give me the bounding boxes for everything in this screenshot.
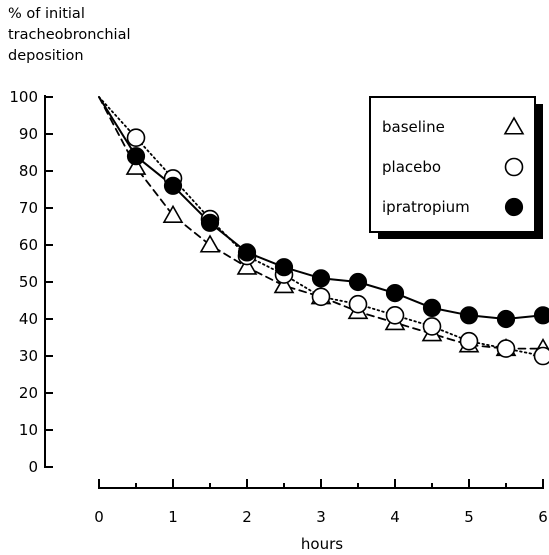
y-tick-label: 10 xyxy=(19,421,38,439)
data-point-ipratropium xyxy=(385,284,405,303)
y-tick-label: 20 xyxy=(19,384,38,402)
data-point-ipratropium xyxy=(200,213,220,232)
x-tick-label: 1 xyxy=(168,508,178,526)
legend: baseline placebo ipratropium xyxy=(369,96,543,239)
data-point-baseline xyxy=(162,204,184,223)
legend-marker-placebo xyxy=(504,157,524,177)
data-point-ipratropium xyxy=(496,309,516,329)
y-tick-label: 30 xyxy=(19,347,38,365)
data-point-ipratropium xyxy=(311,269,331,288)
x-tick-label: 0 xyxy=(94,508,104,526)
series-layer xyxy=(98,96,549,366)
data-point-ipratropium xyxy=(274,258,294,277)
y-tick-label: 90 xyxy=(19,125,38,143)
y-tick-label: 50 xyxy=(19,273,38,291)
y-tick-label: 80 xyxy=(19,162,38,180)
axes: 0 10 20 30 40 50 60 70 80 90 100 0 1 2 3 4 5 6 xyxy=(9,88,547,526)
data-point-baseline xyxy=(199,234,221,253)
data-point-baseline xyxy=(273,275,295,294)
data-point-baseline xyxy=(125,156,147,175)
y-tick-label: 70 xyxy=(19,199,38,217)
data-point-baseline xyxy=(236,256,258,275)
data-point-ipratropium xyxy=(533,306,549,325)
data-point-placebo xyxy=(126,128,146,147)
legend-label-placebo: placebo xyxy=(382,158,441,176)
legend-marker-baseline xyxy=(503,116,525,135)
data-point-ipratropium xyxy=(422,298,442,317)
data-point-placebo xyxy=(311,287,331,307)
data-point-ipratropium xyxy=(163,176,183,195)
data-point-placebo xyxy=(385,305,405,325)
data-point-placebo xyxy=(496,339,516,358)
y-tick-label: 40 xyxy=(19,310,38,328)
legend-label-baseline: baseline xyxy=(382,118,445,136)
x-tick-label: 2 xyxy=(242,508,252,526)
y-axis-label: % of initial tracheobronchial deposition xyxy=(8,6,131,64)
data-point-ipratropium xyxy=(126,147,146,166)
x-tick-label: 6 xyxy=(538,508,548,526)
x-tick-label: 3 xyxy=(316,508,326,526)
legend-marker-ipratropium xyxy=(504,197,524,217)
data-point-ipratropium xyxy=(237,243,257,262)
data-point-placebo xyxy=(459,331,479,351)
y-tick-label: 100 xyxy=(9,88,38,106)
y-tick-label: 0 xyxy=(28,458,38,476)
x-tick-label: 4 xyxy=(390,508,400,526)
legend-label-ipratropium: ipratropium xyxy=(382,198,470,216)
x-axis-label: hours xyxy=(301,535,343,553)
data-point-placebo xyxy=(533,346,549,366)
y-tick-label: 60 xyxy=(19,236,38,254)
x-tick-label: 5 xyxy=(464,508,474,526)
data-point-ipratropium xyxy=(459,306,479,325)
data-point-placebo xyxy=(348,294,368,314)
data-point-ipratropium xyxy=(348,272,368,292)
data-point-placebo xyxy=(422,317,442,336)
